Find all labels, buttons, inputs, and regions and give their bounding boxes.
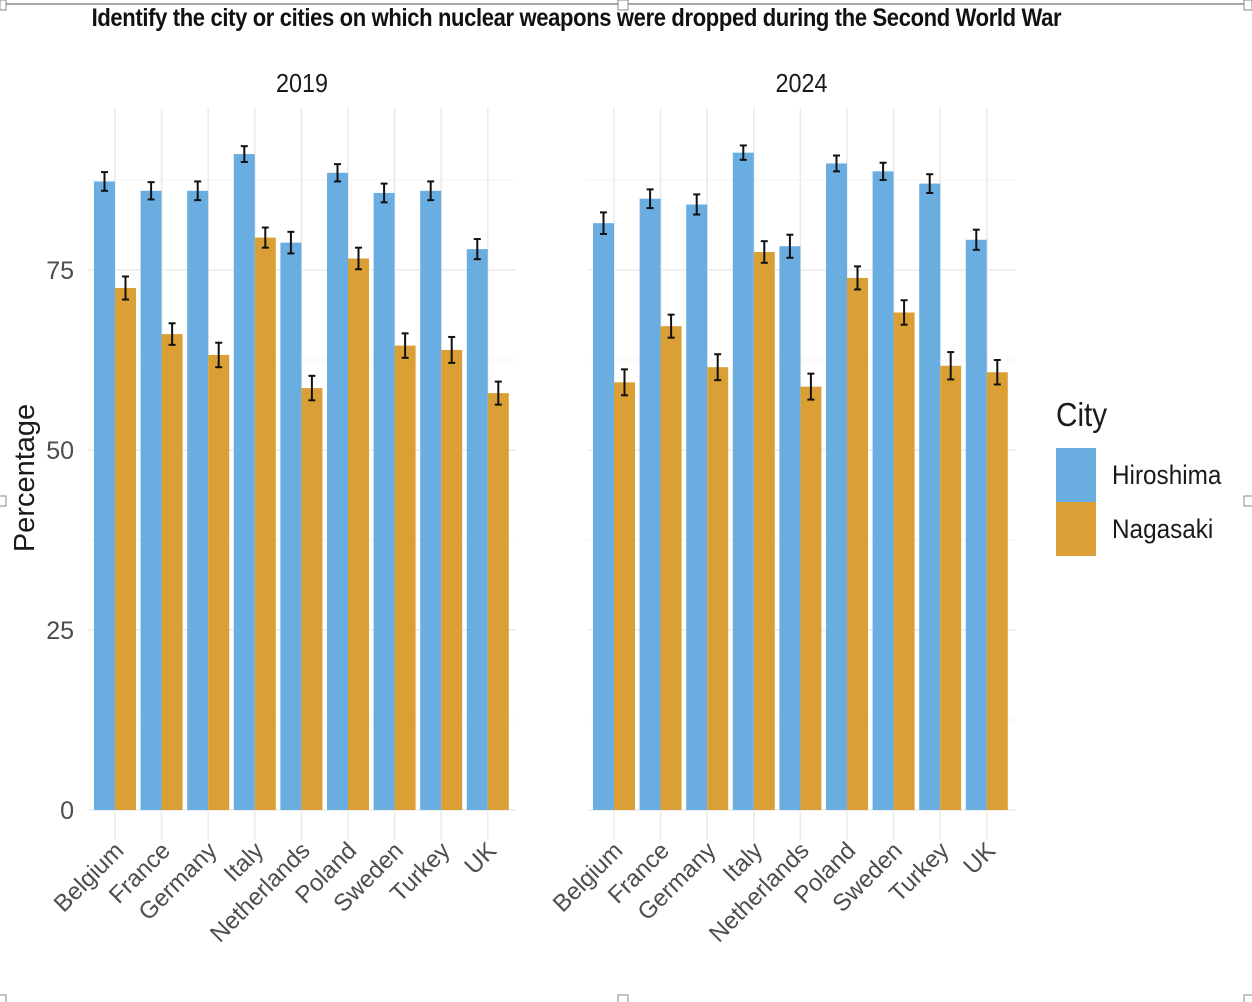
bar-2024-nagasaki-uk [986, 372, 1008, 810]
bar-2024-nagasaki-germany [707, 367, 729, 810]
legend-swatch-nagasaki [1056, 502, 1096, 556]
panel-label-2019: 2019 [276, 70, 328, 98]
y-axis-label: Percentage [9, 404, 41, 552]
bar-2019-nagasaki-france [161, 334, 183, 810]
x-tick-label-uk: UK [459, 837, 502, 880]
bar-2019-nagasaki-turkey [441, 349, 463, 810]
legend-item-hiroshima: Hiroshima [1056, 448, 1234, 502]
bar-2019-hiroshima-belgium [94, 181, 115, 810]
bar-2019-hiroshima-netherlands [280, 242, 302, 810]
chart-title: Identify the city or cities on which nuc… [91, 4, 1062, 32]
bar-2019-nagasaki-italy [254, 237, 276, 811]
bar-2024-hiroshima-belgium [593, 223, 614, 810]
bar-2024-hiroshima-uk [965, 239, 987, 810]
legend-title: City [1056, 396, 1108, 433]
bar-2024-nagasaki-italy [753, 252, 775, 810]
bar-2024-nagasaki-turkey [940, 365, 962, 810]
legend: City Hiroshima Nagasaki [1056, 396, 1234, 556]
bar-2024-nagasaki-poland [847, 277, 868, 810]
bar-2019-nagasaki-sweden [394, 345, 416, 810]
bar-2019-hiroshima-poland [327, 172, 348, 811]
x-tick-label-uk: UK [958, 837, 1001, 880]
bar-2019-hiroshima-germany [187, 190, 209, 811]
bar-2024-hiroshima-poland [826, 163, 847, 810]
bar-2019-hiroshima-uk [466, 249, 488, 810]
y-tick-label: 50 [46, 437, 74, 465]
bar-2019-nagasaki-poland [348, 258, 369, 811]
bar-2019-nagasaki-belgium [115, 288, 136, 810]
bar-2019-nagasaki-germany [208, 354, 230, 810]
bar-2019-hiroshima-france [140, 190, 162, 811]
y-tick-label: 25 [46, 617, 74, 645]
resize-handle-top-left[interactable] [0, 0, 7, 11]
resize-handle-mid-left[interactable] [0, 495, 7, 507]
bar-2024-hiroshima-italy [732, 152, 754, 810]
legend-item-nagasaki: Nagasaki [1056, 502, 1234, 556]
resize-handle-top-center[interactable] [617, 0, 629, 11]
bar-2024-hiroshima-turkey [919, 183, 941, 811]
bar-2019-hiroshima-sweden [373, 192, 395, 810]
bar-2024-nagasaki-france [660, 326, 682, 810]
bar-2024-nagasaki-sweden [893, 312, 915, 810]
resize-handle-top-right[interactable] [1243, 0, 1252, 11]
resize-handle-mid-right[interactable] [1243, 495, 1252, 507]
bar-2024-hiroshima-germany [686, 204, 708, 811]
chart-area: Percentage02550752019BelgiumFranceGerman… [9, 70, 1016, 948]
bar-2024-hiroshima-sweden [872, 171, 894, 811]
resize-handle-bottom-center[interactable] [617, 994, 629, 1002]
bar-2019-hiroshima-italy [233, 154, 255, 810]
bar-2019-nagasaki-uk [487, 393, 509, 810]
legend-label-nagasaki: Nagasaki [1112, 513, 1214, 544]
bar-2024-hiroshima-netherlands [779, 246, 801, 811]
legend-label-hiroshima: Hiroshima [1112, 459, 1222, 490]
bar-2024-hiroshima-france [639, 198, 661, 811]
bar-2019-hiroshima-turkey [420, 190, 442, 811]
resize-handle-bottom-right[interactable] [1243, 994, 1252, 1002]
y-tick-label: 0 [60, 797, 74, 825]
resize-handle-bottom-left[interactable] [0, 994, 7, 1002]
legend-swatch-hiroshima [1056, 448, 1096, 502]
bar-2024-nagasaki-belgium [614, 382, 635, 810]
y-tick-label: 75 [46, 257, 74, 285]
bar-2024-nagasaki-netherlands [800, 386, 822, 810]
bar-2019-nagasaki-netherlands [301, 388, 323, 810]
panel-label-2024: 2024 [775, 70, 827, 98]
